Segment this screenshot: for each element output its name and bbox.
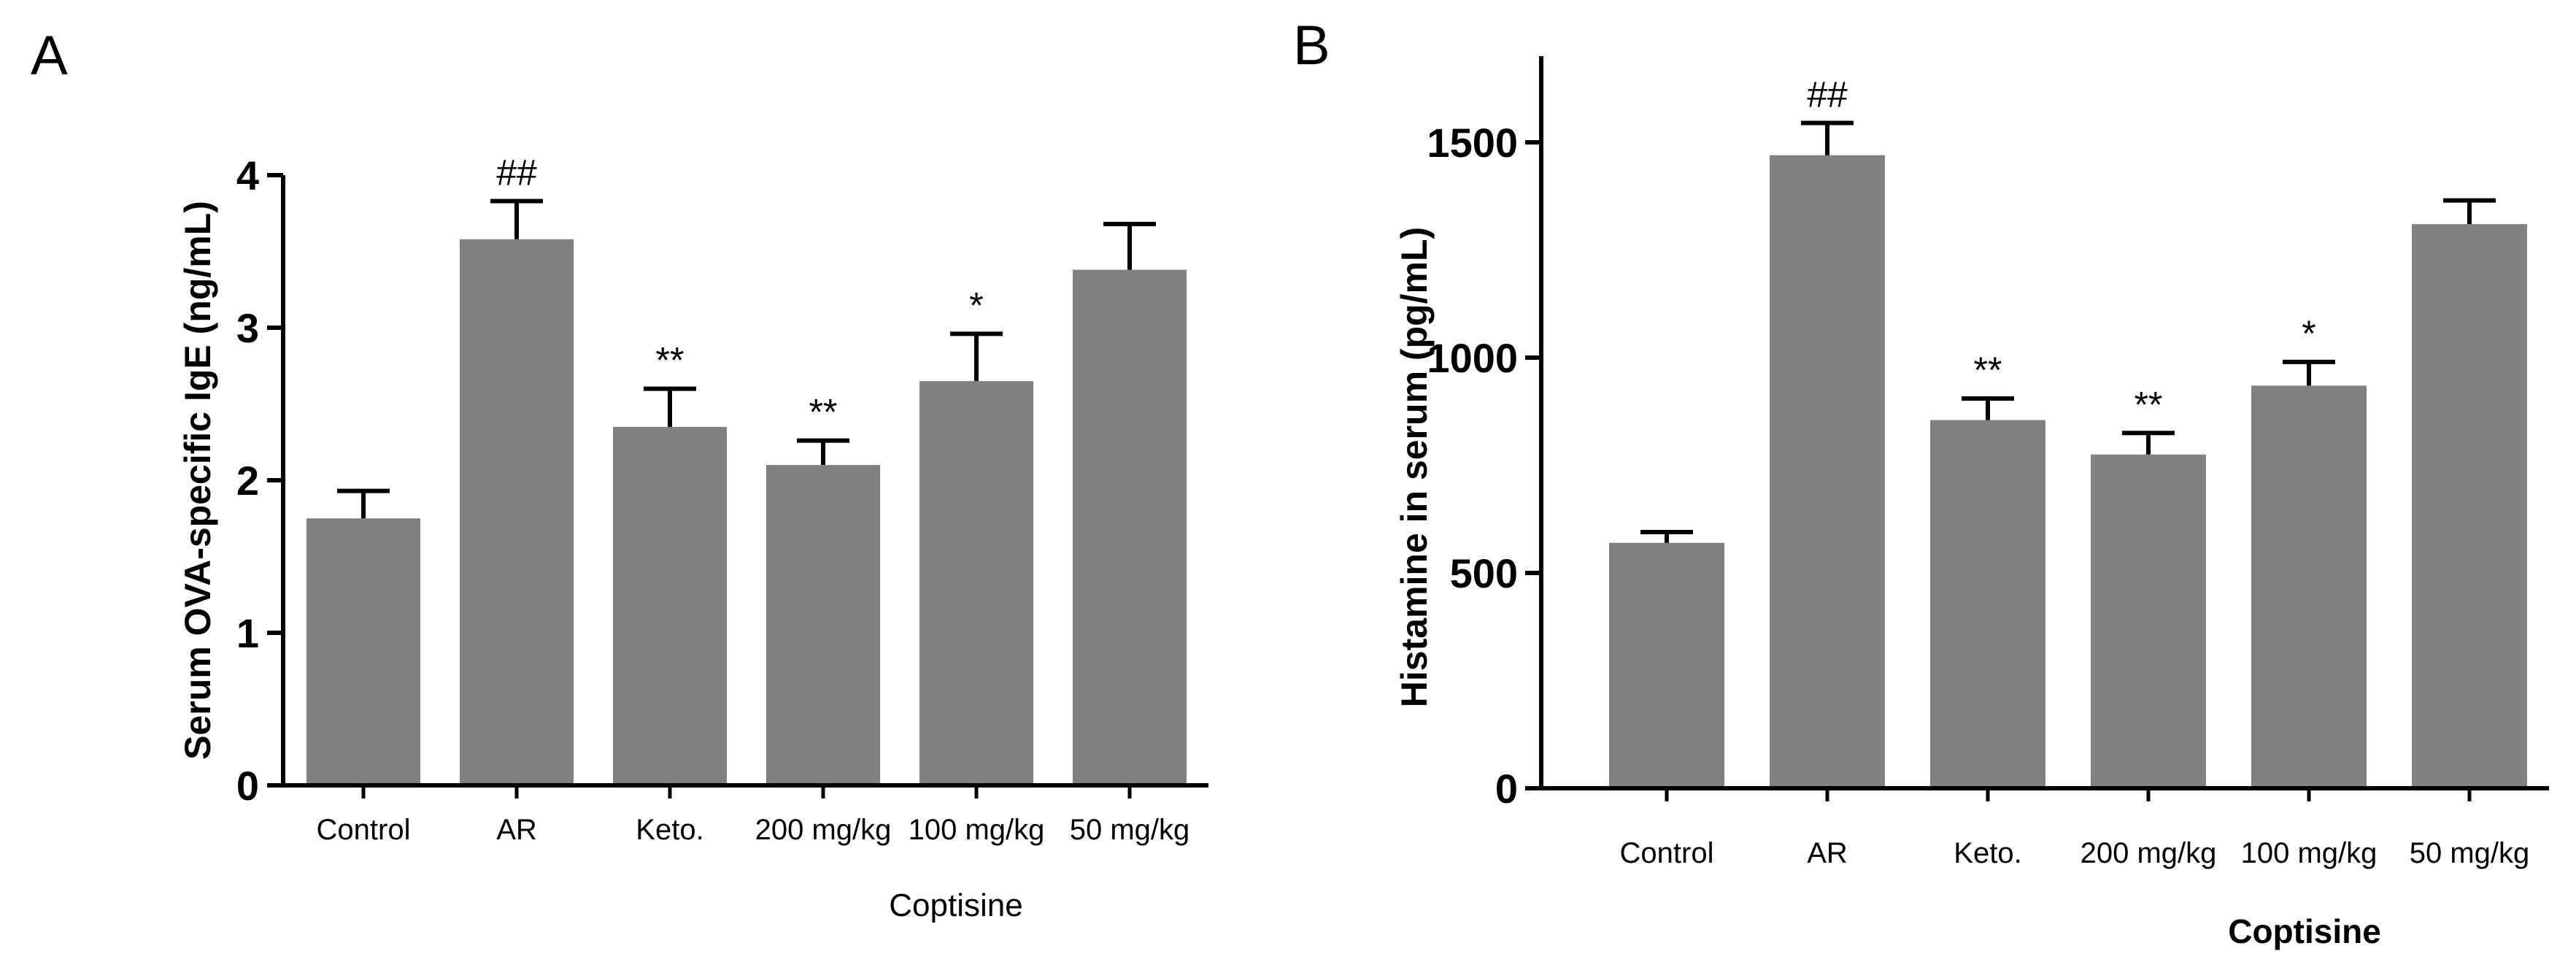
panel-b-bar: [1609, 542, 1724, 788]
panel-b-category-label: AR: [1807, 837, 1848, 869]
panel-b-letter: B: [1293, 15, 1330, 77]
panel-a-bar: [306, 518, 420, 785]
panel-b-y-tick-label: 1000: [1427, 335, 1518, 381]
panel-a-significance-label: **: [809, 392, 838, 433]
panel-a-bar: [460, 239, 574, 785]
panel-a-y-tick-label: 3: [236, 305, 259, 351]
panel-b-group-label: Coptisine: [2228, 912, 2381, 950]
panel-a-category-label: 200 mg/kg: [755, 814, 892, 846]
panel-a-bar: [766, 465, 880, 785]
panel-a-significance-label: **: [656, 340, 685, 381]
panel-a-group-label: Coptisine: [889, 888, 1022, 923]
panel-a-y-tick-label: 2: [236, 458, 259, 504]
panel-a-category-label: AR: [496, 814, 537, 846]
panel-b-category-label: 50 mg/kg: [2410, 837, 2530, 869]
panel-a-category-label: Control: [317, 814, 411, 846]
panel-a-bar: [919, 381, 1033, 785]
panel-a-bar: [613, 426, 727, 785]
panel-a-y-tick-label: 0: [236, 763, 259, 809]
panel-a-category-label: 100 mg/kg: [909, 814, 1045, 846]
panel-b-significance-label: ##: [1807, 74, 1848, 115]
panel-b-y-axis-title: Histamine in serum (pg/mL): [1394, 227, 1435, 707]
panel-a-y-axis-title: Serum OVA-specific IgE (ng/mL): [177, 201, 218, 760]
panel-b-y-tick-label: 500: [1450, 550, 1518, 596]
panel-b-bar: [2412, 224, 2527, 789]
panel-a-category-label: 50 mg/kg: [1070, 814, 1190, 846]
panel-b-y-tick-label: 1500: [1427, 120, 1518, 166]
panel-b-bar: [1770, 155, 1885, 788]
panel-a-bar: [1073, 269, 1187, 786]
panel-a-letter: A: [31, 25, 68, 87]
panel-b-significance-label: **: [1974, 350, 2002, 390]
panel-a-significance-label: ##: [496, 153, 537, 193]
panel-a-category-label: Keto.: [636, 814, 703, 846]
panel-b-significance-label: *: [2302, 313, 2315, 354]
panel-b-y-tick-label: 0: [1495, 766, 1518, 812]
panel-b-bar: [1930, 420, 2045, 788]
panel-b-category-label: Control: [1620, 837, 1714, 869]
panel-a-y-tick-label: 1: [236, 610, 259, 656]
panel-b-bar: [2091, 454, 2206, 788]
panel-b-bar: [2251, 385, 2367, 788]
panel-b-category-label: Keto.: [1954, 837, 2021, 869]
panel-b-category-label: 200 mg/kg: [2081, 837, 2217, 869]
panel-b-significance-label: **: [2135, 384, 2163, 425]
panel-a-y-tick-label: 4: [236, 153, 259, 199]
panel-b-category-label: 100 mg/kg: [2241, 837, 2378, 869]
panel-a-significance-label: *: [969, 285, 983, 326]
